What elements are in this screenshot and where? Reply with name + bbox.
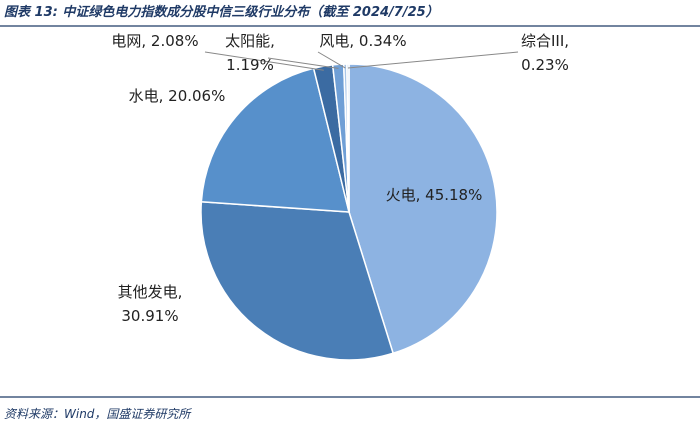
data-label-line: 1.19% xyxy=(226,56,274,74)
source-note: 资料来源：Wind，国盛证券研究所 xyxy=(4,407,192,421)
data-label: 水电, 20.06% xyxy=(129,87,226,105)
pie-slice xyxy=(200,67,350,213)
data-label: 其他发电, 30.91% xyxy=(118,283,183,325)
pie-slice xyxy=(346,63,350,213)
leader-line xyxy=(267,57,339,69)
pie-slice xyxy=(200,201,395,361)
data-label-line: 火电, 45.18% xyxy=(386,186,483,204)
data-label-line: 水电, 20.06% xyxy=(129,87,226,105)
leader-line xyxy=(347,51,519,69)
leader-line xyxy=(317,51,346,69)
pie xyxy=(200,63,498,361)
leader-line xyxy=(204,51,324,71)
pie-slice xyxy=(348,63,498,355)
chart-title: 图表 13: 中证绿色电力指数成分股中信三级行业分布（截至 2024/7/25） xyxy=(4,4,439,20)
data-label: 太阳能, 1.19% xyxy=(225,32,275,74)
data-label-line: 30.91% xyxy=(121,307,178,325)
data-label: 风电, 0.34% xyxy=(319,32,406,50)
data-label-line: 太阳能, xyxy=(225,32,275,50)
data-label: 火电, 45.18% xyxy=(386,186,483,204)
data-label-line: 综合III, xyxy=(521,32,569,50)
data-label-line: 0.23% xyxy=(521,56,569,74)
data-label-line: 其他发电, xyxy=(118,283,183,301)
data-label-line: 电网, 2.08% xyxy=(111,32,198,50)
data-label: 综合III, 0.23% xyxy=(521,32,569,74)
labels: 火电, 45.18% 其他发电, 30.91% 水电, 20.06% 电网, 2.08%… xyxy=(111,32,569,325)
data-label: 电网, 2.08% xyxy=(111,32,198,50)
data-label-line: 风电, 0.34% xyxy=(319,32,406,50)
